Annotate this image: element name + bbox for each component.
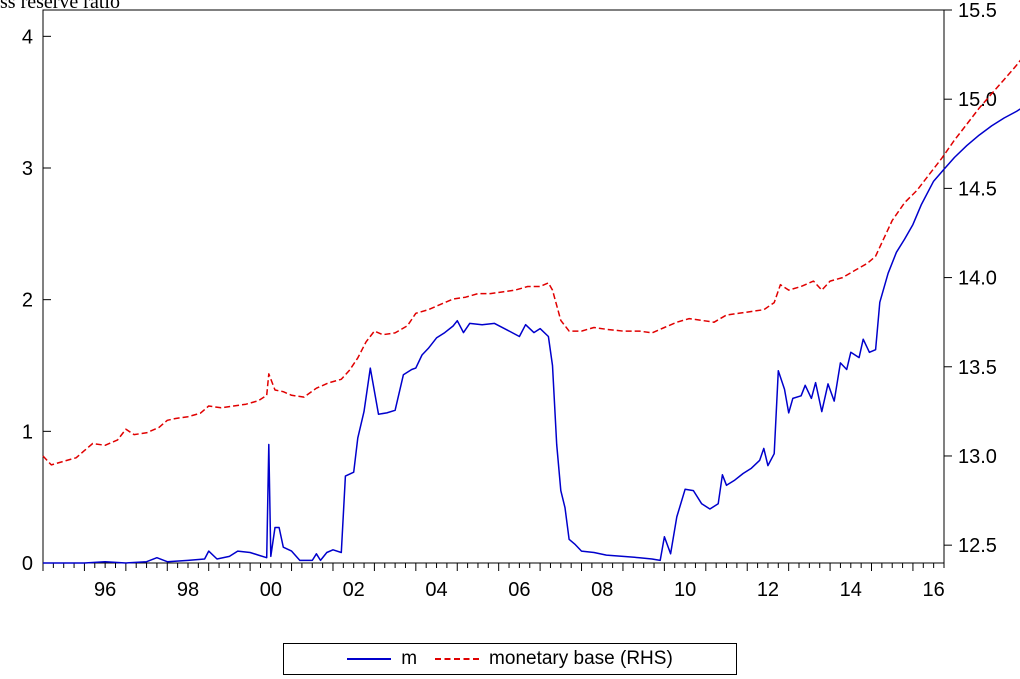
- legend-item-monetary-base: monetary base (RHS): [421, 648, 673, 670]
- x-tick-label: 08: [591, 579, 613, 601]
- left-tick-label: 1: [22, 421, 33, 443]
- x-tick-label: 12: [757, 579, 779, 601]
- legend-swatch-solid: [347, 658, 392, 660]
- right-tick-label: 12.5: [958, 535, 997, 557]
- x-axis: 96 98 00 02 04 06 08 10 12 14 16: [42, 563, 945, 601]
- right-tick-label: 15.5: [958, 0, 997, 22]
- series-line-m: [43, 108, 1020, 564]
- x-tick-label: 96: [94, 579, 116, 601]
- x-tick-label: 98: [177, 579, 199, 601]
- legend-label-m: m: [401, 648, 418, 669]
- x-tick-label: 06: [508, 579, 530, 601]
- x-tick-label: 04: [425, 579, 447, 601]
- legend-item-m: m: [347, 648, 417, 670]
- right-y-axis: 12.5 13.0 13.5 14.0 14.5 15.0 15.5: [944, 0, 997, 557]
- plot-border: [42, 9, 945, 564]
- left-tick-label: 4: [22, 26, 33, 48]
- right-tick-label: 14.5: [958, 178, 997, 200]
- legend-swatch-dashed: [435, 658, 480, 660]
- left-tick-label: 3: [22, 158, 33, 180]
- right-tick-label: 15.0: [958, 89, 997, 111]
- right-tick-label: 14.0: [958, 268, 997, 290]
- x-tick-label: 02: [343, 579, 365, 601]
- series-line-monetary-base: [42, 59, 1020, 466]
- x-tick-label: 00: [260, 579, 282, 601]
- x-tick-label: 16: [923, 579, 945, 601]
- x-tick-label: 14: [840, 579, 862, 601]
- x-tick-label: 10: [674, 579, 696, 601]
- legend-label-monetary-base: monetary base (RHS): [489, 648, 673, 669]
- series-layer: [42, 59, 1020, 564]
- left-tick-label: 0: [22, 553, 33, 575]
- plot-frame: [42, 9, 945, 564]
- legend: m monetary base (RHS): [283, 643, 737, 675]
- right-tick-label: 13.5: [958, 357, 997, 379]
- right-tick-label: 13.0: [958, 446, 997, 468]
- left-tick-label: 2: [22, 290, 33, 312]
- left-y-axis: 0 1 2 3 4: [22, 26, 51, 575]
